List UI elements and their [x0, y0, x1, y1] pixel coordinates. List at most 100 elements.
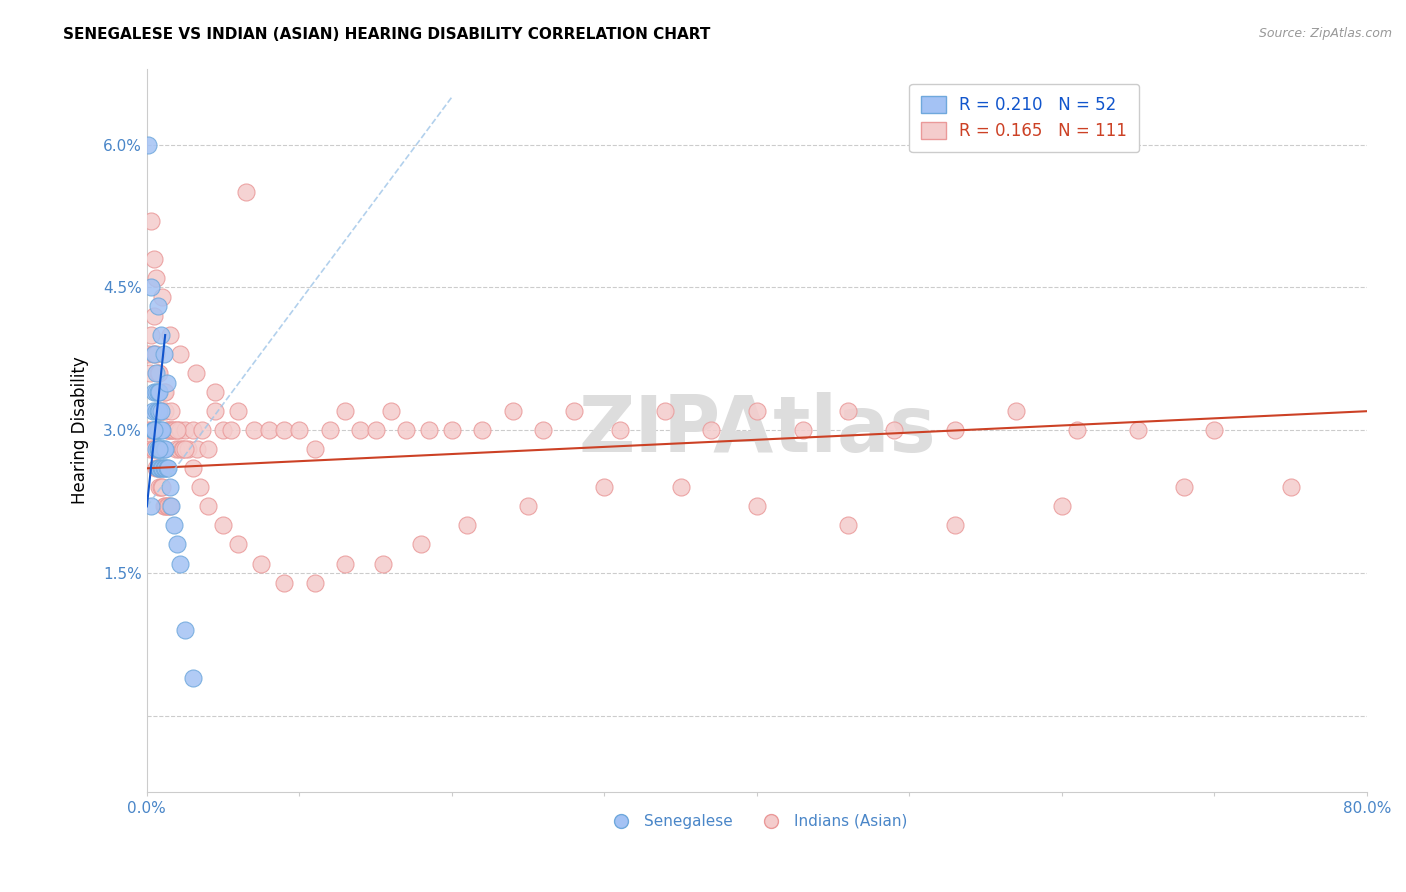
Point	[152, 442, 174, 457]
Point	[456, 518, 478, 533]
Point	[411, 537, 433, 551]
Point	[163, 423, 186, 437]
Point	[145, 423, 167, 437]
Point	[181, 671, 204, 685]
Point	[149, 404, 172, 418]
Point	[141, 500, 163, 514]
Point	[167, 442, 190, 457]
Point	[1204, 423, 1226, 437]
Point	[148, 442, 170, 457]
Point	[138, 347, 160, 361]
Point	[146, 366, 169, 380]
Point	[837, 404, 859, 418]
Point	[145, 366, 167, 380]
Point	[148, 366, 170, 380]
Point	[150, 480, 173, 494]
Point	[169, 557, 191, 571]
Point	[143, 385, 166, 400]
Point	[142, 423, 165, 437]
Point	[235, 186, 257, 200]
Point	[145, 404, 167, 418]
Point	[152, 347, 174, 361]
Point	[502, 404, 524, 418]
Point	[943, 518, 966, 533]
Point	[149, 404, 172, 418]
Point	[333, 404, 356, 418]
Point	[150, 423, 173, 437]
Point	[146, 423, 169, 437]
Point	[146, 385, 169, 400]
Point	[143, 423, 166, 437]
Point	[162, 423, 184, 437]
Point	[165, 442, 187, 457]
Point	[1126, 423, 1149, 437]
Point	[149, 423, 172, 437]
Point	[141, 423, 163, 437]
Point	[143, 442, 166, 457]
Point	[142, 347, 165, 361]
Point	[163, 518, 186, 533]
Point	[150, 442, 173, 457]
Point	[156, 500, 179, 514]
Point	[228, 404, 250, 418]
Point	[188, 480, 211, 494]
Point	[242, 423, 264, 437]
Point	[150, 290, 173, 304]
Point	[288, 423, 311, 437]
Point	[160, 500, 183, 514]
Point	[152, 385, 174, 400]
Point	[153, 461, 176, 475]
Point	[380, 404, 402, 418]
Point	[700, 423, 723, 437]
Point	[197, 500, 219, 514]
Text: Source: ZipAtlas.com: Source: ZipAtlas.com	[1258, 27, 1392, 40]
Point	[148, 423, 170, 437]
Point	[304, 575, 326, 590]
Point	[145, 385, 167, 400]
Point	[174, 623, 197, 637]
Point	[792, 423, 814, 437]
Point	[146, 404, 169, 418]
Point	[141, 328, 163, 343]
Point	[146, 461, 169, 475]
Point	[148, 385, 170, 400]
Point	[148, 480, 170, 494]
Point	[181, 461, 204, 475]
Point	[373, 557, 395, 571]
Point	[609, 423, 631, 437]
Point	[148, 461, 170, 475]
Point	[172, 442, 194, 457]
Point	[204, 385, 226, 400]
Point	[160, 404, 183, 418]
Point	[166, 423, 188, 437]
Point	[197, 442, 219, 457]
Point	[745, 500, 768, 514]
Point	[153, 500, 176, 514]
Point	[654, 404, 676, 418]
Point	[212, 423, 235, 437]
Point	[150, 461, 173, 475]
Point	[146, 442, 169, 457]
Point	[149, 461, 172, 475]
Point	[149, 442, 172, 457]
Point	[517, 500, 540, 514]
Point	[157, 461, 180, 475]
Point	[157, 500, 180, 514]
Point	[228, 537, 250, 551]
Point	[146, 461, 169, 475]
Point	[159, 500, 181, 514]
Point	[395, 423, 418, 437]
Text: SENEGALESE VS INDIAN (ASIAN) HEARING DISABILITY CORRELATION CHART: SENEGALESE VS INDIAN (ASIAN) HEARING DIS…	[63, 27, 710, 42]
Point	[153, 385, 176, 400]
Point	[159, 328, 181, 343]
Point	[142, 404, 165, 418]
Point	[562, 404, 585, 418]
Point	[139, 442, 162, 457]
Point	[146, 423, 169, 437]
Point	[418, 423, 440, 437]
Point	[156, 461, 179, 475]
Point	[204, 404, 226, 418]
Point	[139, 366, 162, 380]
Point	[152, 461, 174, 475]
Point	[257, 423, 280, 437]
